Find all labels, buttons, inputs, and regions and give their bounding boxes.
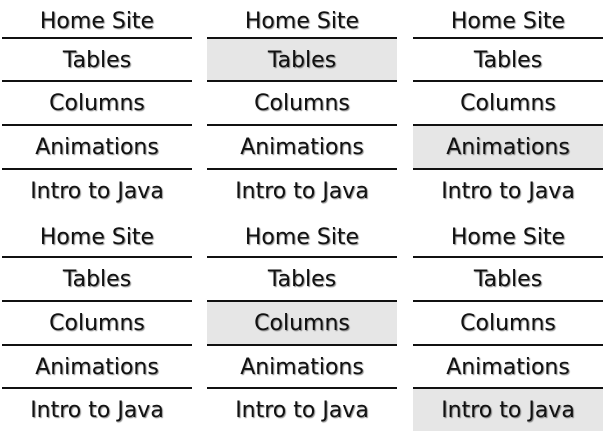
menu-item-tables[interactable]: Tables bbox=[207, 258, 397, 300]
menu-divider bbox=[2, 80, 192, 82]
menu-divider bbox=[207, 168, 397, 170]
menu-item-columns-active[interactable]: Columns bbox=[207, 302, 397, 344]
menu-item-tables-active[interactable]: Tables bbox=[207, 39, 397, 81]
menu-item-tables[interactable]: Tables bbox=[413, 258, 603, 300]
menu-divider bbox=[413, 168, 603, 170]
menu-item-label: Intro to Java bbox=[441, 178, 575, 204]
menu-item-label: Animations bbox=[240, 134, 364, 160]
menu-item-columns[interactable]: Columns bbox=[413, 302, 603, 344]
menu-item-tables[interactable]: Tables bbox=[413, 39, 603, 81]
menu-item-columns[interactable]: Columns bbox=[413, 82, 603, 124]
menu-item-label: Home Site bbox=[39, 8, 155, 34]
menu-divider bbox=[413, 124, 603, 126]
menu-item-home-site[interactable]: Home Site bbox=[2, 0, 192, 42]
menu-item-label: Tables bbox=[267, 47, 337, 73]
menu-item-label: Intro to Java bbox=[441, 397, 575, 423]
menu-divider bbox=[207, 387, 397, 389]
menu-item-label: Home Site bbox=[450, 224, 566, 250]
menu-divider bbox=[413, 344, 603, 346]
menu-item-home-site[interactable]: Home Site bbox=[413, 0, 603, 42]
menu-divider bbox=[2, 256, 192, 258]
menu-item-intro-to-java[interactable]: Intro to Java bbox=[2, 389, 192, 431]
menu-divider bbox=[2, 387, 192, 389]
menu-item-home-site[interactable]: Home Site bbox=[207, 216, 397, 258]
menu-item-label: Animations bbox=[35, 354, 159, 380]
menu-item-label: Intro to Java bbox=[235, 397, 369, 423]
menu-item-home-site[interactable]: Home Site bbox=[2, 216, 192, 258]
menu-divider bbox=[207, 124, 397, 126]
menu-item-label: Intro to Java bbox=[30, 397, 164, 423]
menu-item-columns[interactable]: Columns bbox=[207, 82, 397, 124]
menu-divider bbox=[2, 168, 192, 170]
menu-divider bbox=[413, 387, 603, 389]
menu-divider bbox=[207, 344, 397, 346]
menu-divider bbox=[2, 37, 192, 39]
menu-item-tables[interactable]: Tables bbox=[2, 39, 192, 81]
menu-item-label: Home Site bbox=[244, 224, 360, 250]
menu-divider bbox=[2, 124, 192, 126]
menu-item-label: Tables bbox=[62, 47, 132, 73]
menu-item-label: Columns bbox=[460, 90, 556, 116]
menu-item-label: Animations bbox=[35, 134, 159, 160]
menu-item-label: Columns bbox=[254, 90, 350, 116]
menu-divider bbox=[207, 256, 397, 258]
menu-item-animations[interactable]: Animations bbox=[413, 346, 603, 388]
menu-item-animations[interactable]: Animations bbox=[207, 126, 397, 168]
menu-item-intro-to-java[interactable]: Intro to Java bbox=[207, 389, 397, 431]
menu-item-columns[interactable]: Columns bbox=[2, 82, 192, 124]
menu-item-label: Home Site bbox=[39, 224, 155, 250]
menu-item-home-site[interactable]: Home Site bbox=[413, 216, 603, 258]
menu-divider bbox=[207, 300, 397, 302]
menu-item-label: Columns bbox=[49, 310, 145, 336]
menu-item-home-site[interactable]: Home Site bbox=[207, 0, 397, 42]
menu-item-label: Animations bbox=[446, 134, 570, 160]
menu-item-animations[interactable]: Animations bbox=[207, 346, 397, 388]
menu-divider bbox=[413, 300, 603, 302]
menu-item-label: Animations bbox=[446, 354, 570, 380]
menu-divider bbox=[2, 344, 192, 346]
menu-item-animations-active[interactable]: Animations bbox=[413, 126, 603, 168]
menu-item-label: Animations bbox=[240, 354, 364, 380]
menu-divider bbox=[207, 80, 397, 82]
menu-item-label: Columns bbox=[254, 310, 350, 336]
menu-item-label: Home Site bbox=[450, 8, 566, 34]
menu-divider bbox=[413, 256, 603, 258]
menu-item-label: Tables bbox=[473, 47, 543, 73]
menu-divider bbox=[413, 80, 603, 82]
menu-item-intro-to-java[interactable]: Intro to Java bbox=[413, 170, 603, 212]
menu-item-columns[interactable]: Columns bbox=[2, 302, 192, 344]
menu-item-label: Columns bbox=[460, 310, 556, 336]
menu-item-label: Columns bbox=[49, 90, 145, 116]
menu-divider bbox=[413, 37, 603, 39]
menu-divider bbox=[207, 37, 397, 39]
menu-item-label: Home Site bbox=[244, 8, 360, 34]
menu-item-intro-to-java[interactable]: Intro to Java bbox=[207, 170, 397, 212]
menu-item-intro-to-java-active[interactable]: Intro to Java bbox=[413, 389, 603, 431]
menu-item-label: Intro to Java bbox=[235, 178, 369, 204]
menu-item-label: Tables bbox=[473, 266, 543, 292]
menu-item-label: Tables bbox=[267, 266, 337, 292]
menu-item-animations[interactable]: Animations bbox=[2, 126, 192, 168]
menu-item-intro-to-java[interactable]: Intro to Java bbox=[2, 170, 192, 212]
menu-item-label: Intro to Java bbox=[30, 178, 164, 204]
menu-item-label: Tables bbox=[62, 266, 132, 292]
menu-item-animations[interactable]: Animations bbox=[2, 346, 192, 388]
menu-divider bbox=[2, 300, 192, 302]
menu-item-tables[interactable]: Tables bbox=[2, 258, 192, 300]
